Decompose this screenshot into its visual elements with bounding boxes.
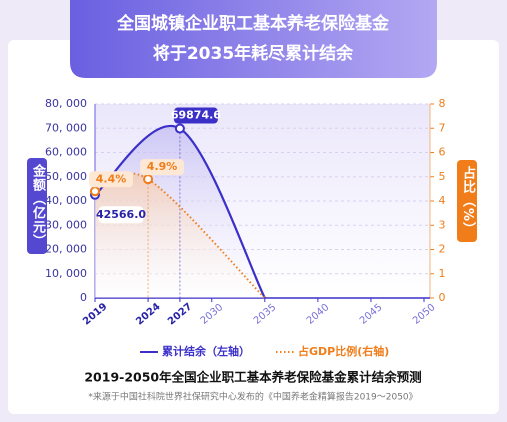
area-fill	[95, 173, 265, 298]
y2-tick-label: 1	[439, 267, 446, 280]
y2-tick-label: 2	[439, 243, 446, 256]
legend-label: 占GDP比例(右轴)	[298, 344, 389, 358]
y-tick-label: 30, 000	[45, 218, 87, 231]
y2-tick-label: 6	[439, 146, 446, 159]
caption: 2019-2050年全国企业职工基本养老保险基金累计结余预测	[84, 370, 421, 385]
y2-tick-label: 4	[439, 194, 446, 207]
legend-label: 累计结余（左轴）	[162, 344, 250, 358]
y-tick-label: 80, 000	[45, 97, 87, 110]
y2-tick-label: 8	[439, 97, 446, 110]
y2-tick-label: 5	[439, 170, 446, 183]
value-label-bg	[89, 171, 133, 188]
value-label-bg	[173, 107, 218, 124]
value-label: 69874.6	[171, 109, 221, 122]
y-tick-label: 70, 000	[45, 121, 87, 134]
y2-tick-label: 7	[439, 121, 446, 134]
value-label: 42566.0	[96, 208, 146, 221]
y-axis-label: 金额（亿元）	[27, 158, 47, 254]
title-banner	[70, 0, 437, 78]
y-tick-label: 10, 000	[45, 267, 87, 280]
y-tick-label: 20, 000	[45, 243, 87, 256]
chart-subtitle: 将于2035年耗尽累计结余	[153, 43, 354, 64]
y-tick-label: 60, 000	[45, 146, 87, 159]
point-marker	[174, 123, 185, 134]
point-marker	[90, 186, 100, 197]
chart-title: 全国城镇企业职工基本养老保险基金	[116, 13, 390, 34]
value-label-bg	[140, 159, 185, 176]
value-label: 4.4%	[96, 172, 127, 185]
source: *来源于中国社科院世界社保研究中心发布的《中国养老金精算报告2019～2050》	[88, 391, 417, 403]
y-tick-label: 40, 000	[45, 194, 87, 207]
value-label: 4.9%	[147, 160, 178, 173]
point-marker	[143, 174, 154, 185]
value-label-bg	[98, 206, 144, 224]
y2-tick-label: 0	[439, 291, 446, 304]
y-tick-label: 50, 000	[45, 170, 87, 183]
y2-axis-label: 占比（%）	[457, 160, 477, 243]
y-tick-label: 0	[80, 291, 87, 304]
y2-tick-label: 3	[439, 218, 446, 231]
